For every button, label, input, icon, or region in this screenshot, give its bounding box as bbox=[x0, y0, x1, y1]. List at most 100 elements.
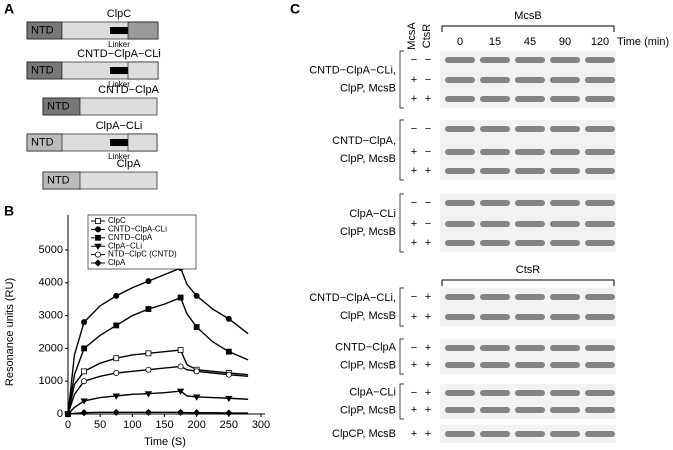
y-tick-label: 5000 bbox=[39, 244, 63, 256]
ntd-domain bbox=[42, 171, 81, 190]
gel-band bbox=[585, 294, 615, 300]
y-tick-label: 3000 bbox=[39, 310, 63, 322]
bracket bbox=[441, 25, 615, 32]
bracket bbox=[399, 193, 404, 253]
gel bbox=[440, 288, 616, 326]
series-line bbox=[67, 365, 249, 415]
time-unit: Time (min) bbox=[617, 36, 669, 48]
condition-sign: + bbox=[425, 165, 431, 177]
gel-band bbox=[480, 96, 510, 102]
y-tick-label: 2000 bbox=[39, 342, 63, 354]
data-point bbox=[144, 408, 152, 416]
gel-band bbox=[515, 362, 545, 368]
gel-band bbox=[585, 362, 615, 368]
ntd-domain bbox=[26, 21, 63, 40]
gel-band bbox=[445, 149, 475, 155]
data-point bbox=[225, 409, 233, 417]
x-axis-label: Time (S) bbox=[144, 436, 186, 448]
ntd-domain bbox=[26, 61, 63, 80]
gel-band bbox=[445, 240, 475, 246]
gel-band bbox=[480, 77, 510, 83]
gel-band bbox=[515, 294, 545, 300]
gel-band bbox=[515, 314, 545, 320]
bracket bbox=[399, 287, 404, 327]
group-label: ClpP, McsB bbox=[340, 359, 396, 371]
condition-sign: + bbox=[411, 146, 417, 158]
gel-band bbox=[515, 200, 545, 206]
gel-band bbox=[480, 126, 510, 132]
gel-band bbox=[585, 96, 615, 102]
gel-band bbox=[550, 77, 580, 83]
data-point bbox=[64, 410, 72, 418]
group-label: ClpP, McsB bbox=[340, 310, 396, 322]
gel-band bbox=[550, 314, 580, 320]
gel-band bbox=[585, 57, 615, 63]
gel-band bbox=[550, 345, 580, 351]
condition-sign: − bbox=[411, 197, 417, 209]
data-point bbox=[225, 371, 232, 378]
construct-name: CNTD−ClpA bbox=[98, 84, 159, 96]
gel-band bbox=[550, 390, 580, 396]
gel-band bbox=[585, 126, 615, 132]
gel-band bbox=[445, 57, 475, 63]
group-label: ClpP, McsB bbox=[340, 226, 396, 238]
condition-sign: − bbox=[411, 342, 417, 354]
header: CtsR bbox=[421, 24, 433, 49]
time-label: 90 bbox=[559, 36, 571, 48]
construct-name: ClpA−CLi bbox=[96, 120, 143, 132]
data-point bbox=[113, 322, 120, 329]
gel-band bbox=[550, 294, 580, 300]
condition-sign: + bbox=[425, 359, 431, 371]
condition-sign: − bbox=[425, 123, 431, 135]
condition-sign: + bbox=[425, 291, 431, 303]
gel-band bbox=[480, 168, 510, 174]
gel-band bbox=[550, 200, 580, 206]
x-tick-label: 50 bbox=[94, 419, 106, 431]
condition-sign: − bbox=[425, 197, 431, 209]
gel-band bbox=[445, 200, 475, 206]
condition-sign: + bbox=[425, 387, 431, 399]
end-domain bbox=[127, 133, 158, 152]
group-label: CNTD−ClpA−CLi, bbox=[309, 64, 396, 76]
legend-label: ClpC bbox=[108, 216, 126, 225]
domain-label: NTD bbox=[47, 100, 70, 112]
gel-band bbox=[585, 221, 615, 227]
linker-label: Linker bbox=[108, 40, 130, 49]
data-point bbox=[112, 408, 120, 416]
condition-sign: + bbox=[425, 311, 431, 323]
bracket bbox=[399, 338, 404, 375]
data-point bbox=[177, 294, 184, 301]
group-label: ClpP, McsB bbox=[340, 153, 396, 165]
data-point bbox=[81, 319, 88, 326]
condition-sign: + bbox=[411, 404, 417, 416]
y-tick-label: 1000 bbox=[39, 375, 63, 387]
series-line bbox=[67, 267, 249, 415]
data-point bbox=[193, 409, 201, 417]
gel-band bbox=[550, 96, 580, 102]
gel-band bbox=[550, 221, 580, 227]
data-point bbox=[193, 292, 200, 299]
condition-sign: − bbox=[411, 123, 417, 135]
data-point bbox=[177, 363, 184, 370]
data-point bbox=[113, 292, 120, 299]
data-point bbox=[113, 369, 120, 376]
gel-band bbox=[445, 314, 475, 320]
data-point bbox=[81, 368, 87, 375]
end-domain bbox=[127, 61, 159, 80]
x-tick-label: 100 bbox=[123, 419, 141, 431]
x-tick-label: 300 bbox=[252, 419, 270, 431]
gel-band bbox=[480, 294, 510, 300]
time-label: 15 bbox=[489, 36, 501, 48]
condition-sign: − bbox=[425, 146, 431, 158]
condition-sign: + bbox=[411, 74, 417, 86]
gel-band bbox=[515, 345, 545, 351]
data-point bbox=[113, 355, 120, 362]
gel-band bbox=[480, 431, 510, 437]
gel-band bbox=[550, 149, 580, 155]
gel-band bbox=[585, 314, 615, 320]
time-label: 0 bbox=[457, 36, 463, 48]
gel-band bbox=[550, 168, 580, 174]
gel-band bbox=[515, 221, 545, 227]
bracket bbox=[399, 50, 404, 109]
